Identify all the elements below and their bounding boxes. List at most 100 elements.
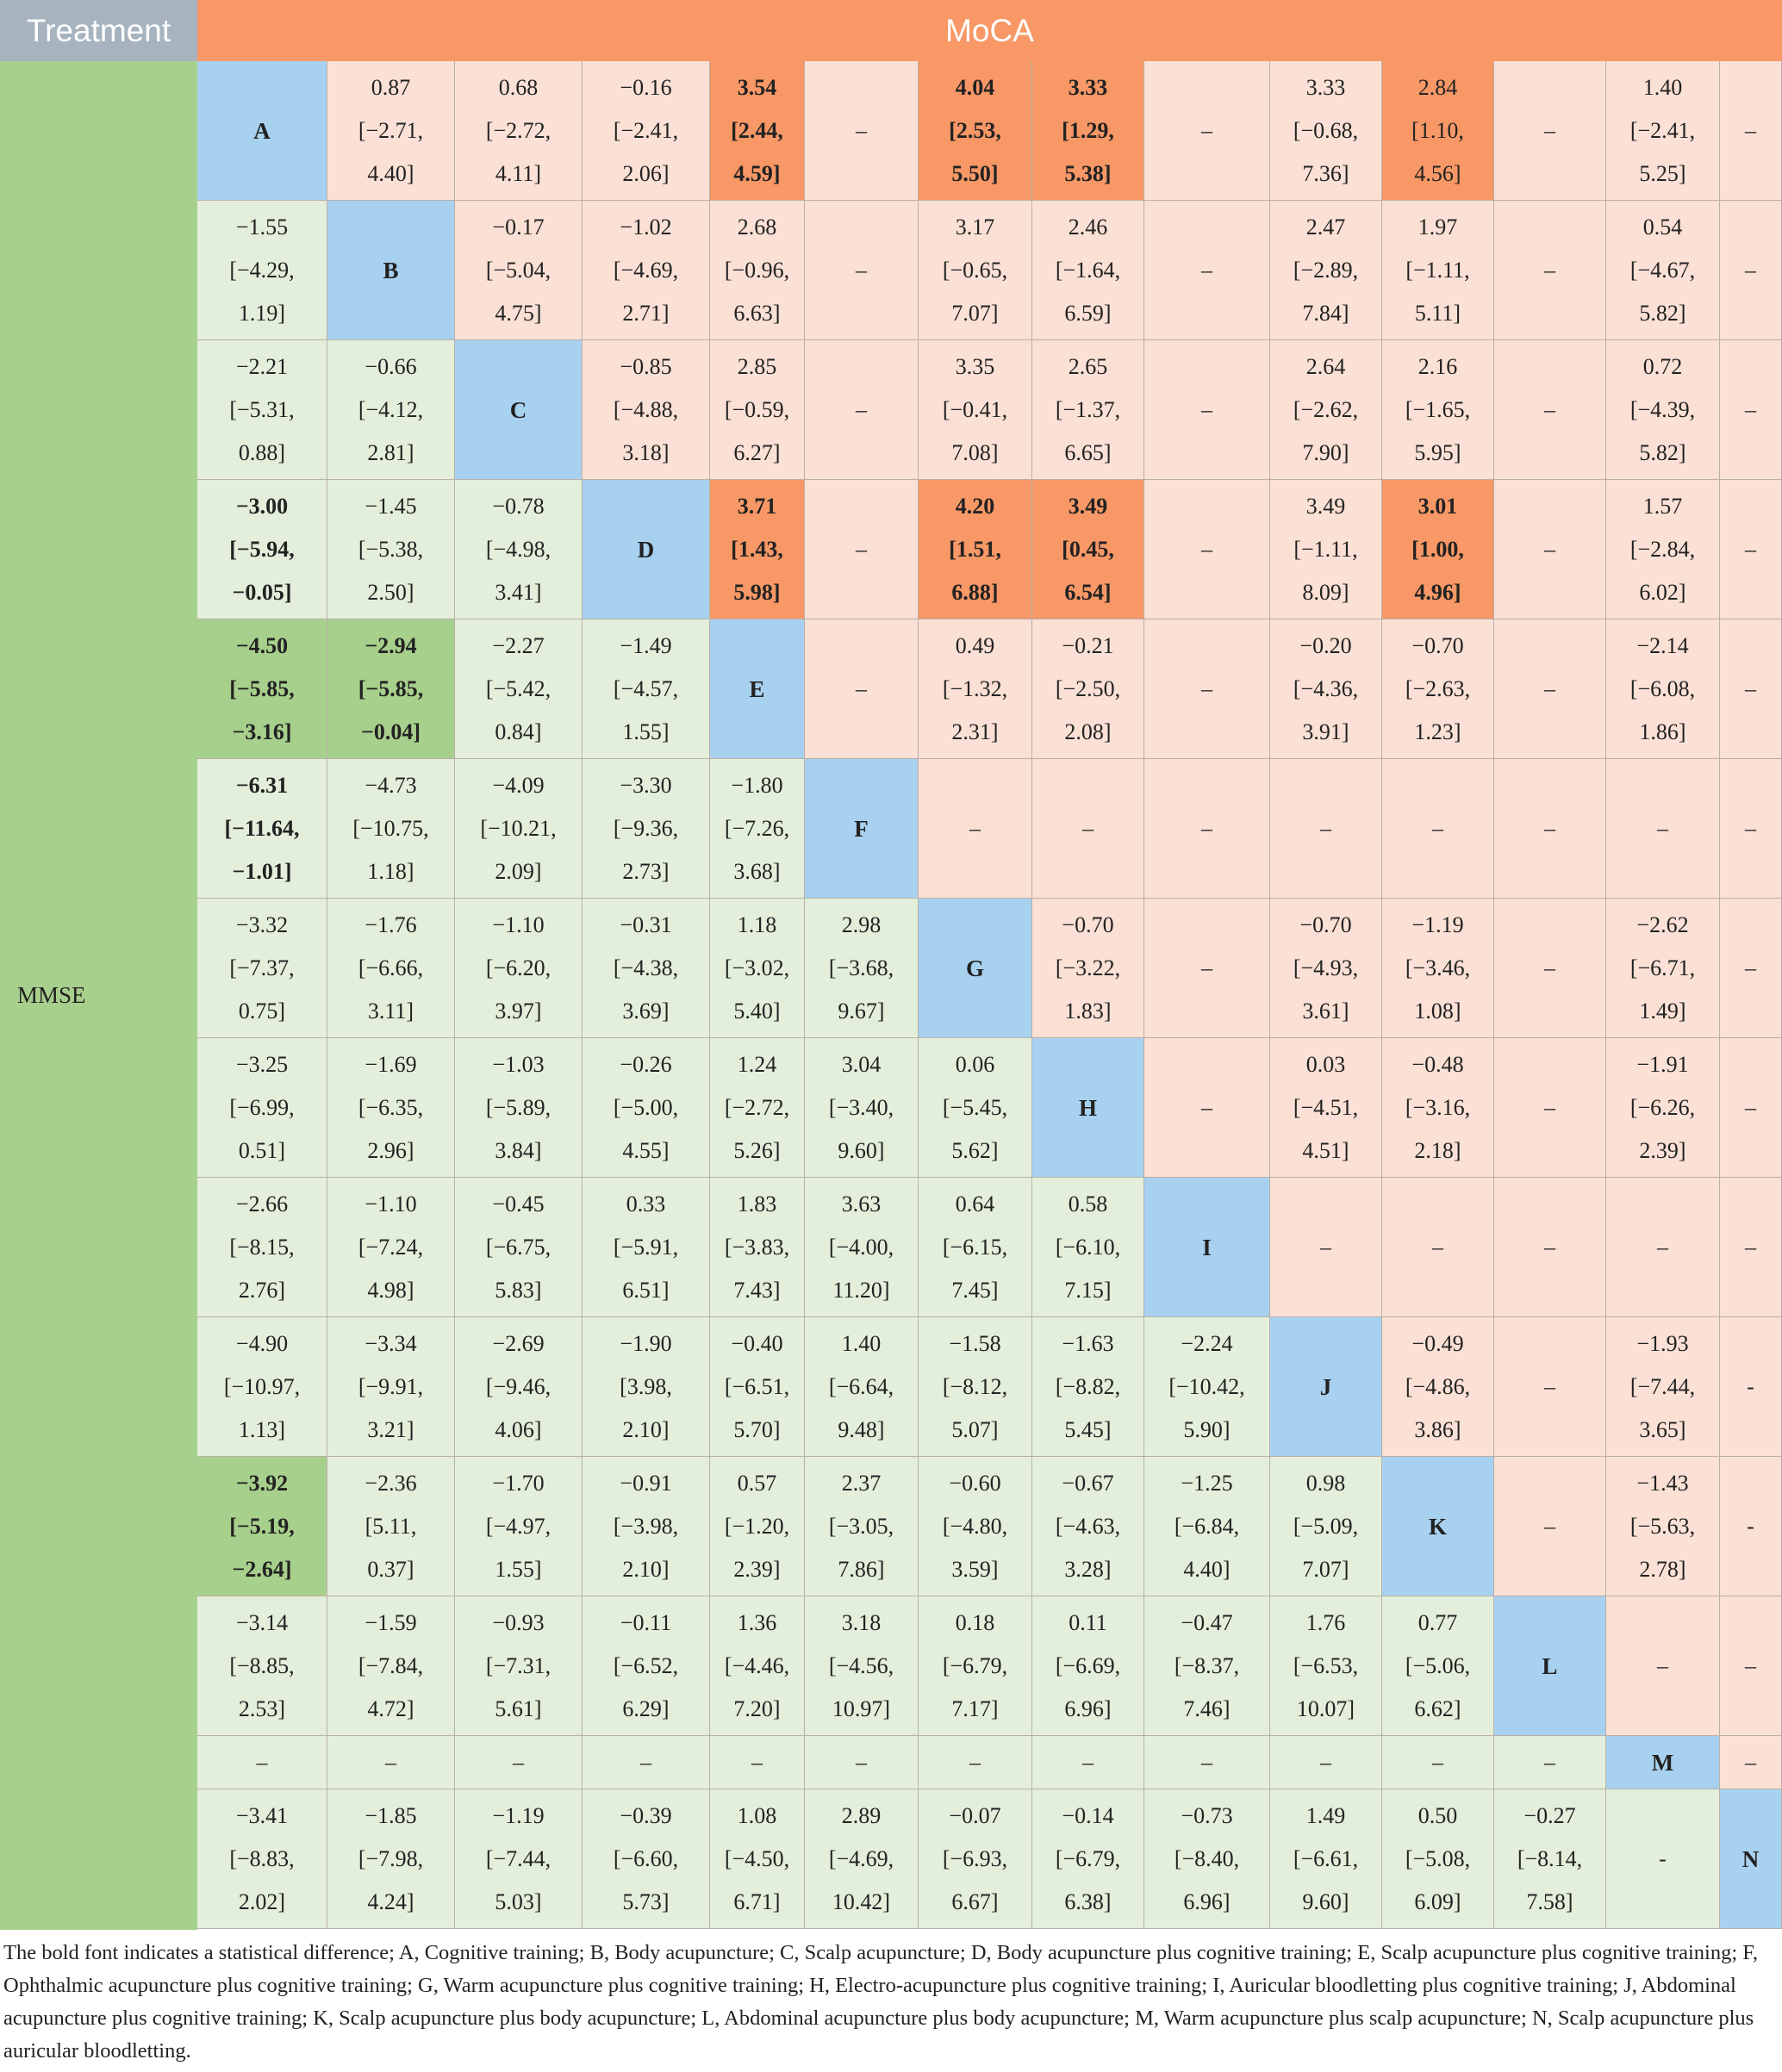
matrix-cell: −3.00 [−5.94, −0.05] [197,480,327,619]
matrix-cell: 3.71 [1.43, 5.98] [710,480,805,619]
cell-value: 0.77 [−5.06, 6.62] [1405,1609,1471,1721]
matrix-cell: −2.94 [−5.85, −0.04] [327,619,455,759]
cell-value: −0.49 [−4.86, 3.86] [1405,1330,1471,1442]
mmse-label: MMSE [0,61,197,1930]
matrix-cell: – [1494,759,1606,899]
matrix-cell: – [1720,340,1782,480]
cell-value: 1.57 [−2.84, 6.02] [1629,493,1696,605]
diagonal-cell-b: B [327,201,455,340]
cell-value: – [256,1749,268,1775]
matrix-cell: −0.85 [−4.88, 3.18] [583,340,710,480]
cell-value: 4.20 [1.51, 6.88] [949,493,1001,605]
cell-value: E [749,675,765,702]
matrix-cell: – [455,1736,583,1789]
matrix-cell: – [1494,619,1606,759]
matrix-cell: −0.07 [−6.93, 6.67] [919,1789,1032,1929]
matrix-cell: 3.33 [−0.68, 7.36] [1270,61,1382,201]
cell-value: – [1320,1749,1331,1775]
cell-value: 1.76 [−6.53, 10.07] [1293,1609,1359,1721]
matrix-cell: −4.50 [−5.85, −3.16] [197,619,327,759]
cell-value: 0.03 [−4.51, 4.51] [1293,1051,1359,1163]
matrix-cell: 3.18 [−4.56, 10.97] [805,1596,919,1736]
matrix-cell: – [1494,61,1606,201]
cell-value: −3.41 [−8.83, 2.02] [229,1802,295,1914]
cell-value: −0.60 [−4.80, 3.59] [942,1470,1008,1582]
cell-value: 0.64 [−6.15, 7.45] [942,1191,1008,1303]
cell-value: A [253,117,271,144]
matrix-cell: 2.46 [−1.64, 6.59] [1032,201,1144,340]
cell-value: −1.25 [−6.84, 4.40] [1174,1470,1240,1582]
league-table: Treatment MoCA MMSE A 0.87 [−2.71, 4.40] 0… [0,0,1782,1930]
cell-value: −0.78 [−4.98, 3.41] [485,493,551,605]
cell-value: −2.27 [−5.42, 0.84] [485,632,551,744]
matrix-cell: – [1494,1457,1606,1596]
cell-value: – [1745,396,1756,422]
diagonal-cell-d: D [583,480,710,619]
cell-value: – [1544,257,1555,283]
cell-value: – [1544,1513,1555,1539]
matrix-cell: −1.70 [−4.97, 1.55] [455,1457,583,1596]
cell-value: −1.10 [−6.20, 3.97] [485,912,551,1024]
matrix-cell: – [919,1736,1032,1789]
cell-value: – [1745,536,1756,562]
cell-value: – [969,1749,981,1775]
cell-value: −2.66 [−8.15, 2.76] [229,1191,295,1303]
cell-value: – [1745,1234,1756,1260]
matrix-cell: 0.58 [−6.10, 7.15] [1032,1178,1144,1317]
cell-value: – [1745,1652,1756,1678]
cell-value: – [1201,955,1212,980]
matrix-cell: −0.73 [−8.40, 6.96] [1144,1789,1270,1929]
cell-value: −3.14 [−8.85, 2.53] [229,1609,295,1721]
matrix-cell: −6.31 [−11.64, −1.01] [197,759,327,899]
matrix-cell: – [1382,1178,1494,1317]
matrix-cell: – [805,61,919,201]
cell-value: – [1432,1234,1443,1260]
matrix-cell: – [1144,61,1270,201]
matrix-cell: 3.49 [0.45, 6.54] [1032,480,1144,619]
matrix-cell: −3.30 [−9.36, 2.73] [583,759,710,899]
cell-value: −0.91 [−3.98, 2.10] [613,1470,679,1582]
cell-value: – [1544,675,1555,701]
matrix-cell: −1.19 [−3.46, 1.08] [1382,899,1494,1038]
matrix-cell: −2.69 [−9.46, 4.06] [455,1317,583,1457]
matrix-cell: - [1720,1317,1782,1457]
matrix-cell: – [1720,1596,1782,1736]
matrix-cell: 0.11 [−6.69, 6.96] [1032,1596,1144,1736]
matrix-cell: −1.59 [−7.84, 4.72] [327,1596,455,1736]
matrix-cell: 0.68 [−2.72, 4.11] [455,61,583,201]
cell-value: – [1745,1749,1756,1775]
cell-value: −0.70 [−4.93, 3.61] [1293,912,1359,1024]
cell-value: – [751,1749,763,1775]
matrix-cell: 0.03 [−4.51, 4.51] [1270,1038,1382,1178]
matrix-cell: – [1720,480,1782,619]
cell-value: −1.19 [−3.46, 1.08] [1405,912,1471,1024]
matrix-cell: 2.89 [−4.69, 10.42] [805,1789,919,1929]
matrix-cell: −2.14 [−6.08, 1.86] [1606,619,1720,759]
cell-value: −1.58 [−8.12, 5.07] [942,1330,1008,1442]
cell-value: – [1544,955,1555,980]
matrix-cell: 0.49 [−1.32, 2.31] [919,619,1032,759]
matrix-cell: – [1270,759,1382,899]
cell-value: 3.35 [−0.41, 7.08] [942,353,1008,465]
cell-value: −0.66 [−4.12, 2.81] [358,353,424,465]
matrix-cell: 2.16 [−1.65, 5.95] [1382,340,1494,480]
matrix-cell: 2.64 [−2.62, 7.90] [1270,340,1382,480]
cell-value: 2.68 [−0.96, 6.63] [724,214,790,326]
cell-value: 1.40 [−2.41, 5.25] [1629,74,1696,186]
matrix-cell: −1.69 [−6.35, 2.96] [327,1038,455,1178]
matrix-cell: – [583,1736,710,1789]
cell-value: – [1544,1234,1555,1260]
cell-value: −6.31 [−11.64, −1.01] [224,772,300,884]
matrix-cell: 1.40 [−2.41, 5.25] [1606,61,1720,201]
matrix-cell: – [1144,1736,1270,1789]
matrix-cell: – [1494,1178,1606,1317]
cell-value: – [1745,675,1756,701]
matrix-cell: – [1270,1736,1382,1789]
matrix-cell: −4.73 [−10.75, 1.18] [327,759,455,899]
cell-value: −1.43 [−5.63, 2.78] [1629,1470,1696,1582]
matrix-cell: – [805,480,919,619]
cell-value: - [1747,1513,1754,1539]
matrix-cell: −1.85 [−7.98, 4.24] [327,1789,455,1929]
cell-value: – [1201,257,1212,283]
matrix-cell: −1.43 [−5.63, 2.78] [1606,1457,1720,1596]
